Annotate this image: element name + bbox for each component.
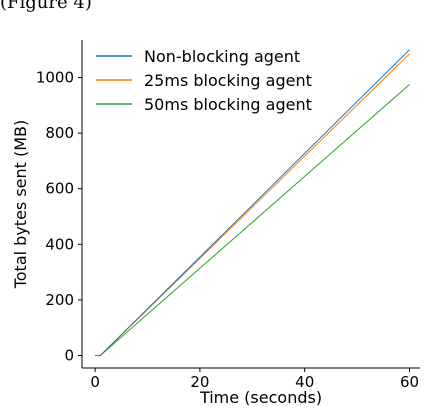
legend-label: 25ms blocking agent: [144, 71, 312, 90]
y-axis: 0 200 400 600 800 1000: [36, 40, 83, 368]
series-group: [95, 49, 410, 356]
x-tick-label: 40: [295, 373, 314, 391]
top-caption: (Figure 4): [0, 0, 92, 13]
y-tick-label: 800: [45, 124, 74, 142]
y-tick-label: 200: [45, 291, 74, 309]
x-axis: 0 20 40 60: [82, 367, 420, 391]
y-tick-label: 0: [64, 346, 74, 364]
y-tick-label: 600: [45, 180, 74, 198]
series-line: [95, 49, 410, 356]
x-tick-label: 0: [90, 373, 100, 391]
x-tick-label: 20: [190, 373, 209, 391]
x-tick-label: 60: [400, 373, 419, 391]
legend: Non-blocking agent 25ms blocking agent 50m…: [96, 47, 312, 114]
y-axis-title: Total bytes sent (MB): [11, 120, 30, 290]
legend-label: 50ms blocking agent: [144, 95, 312, 114]
x-axis-title: Time (seconds): [199, 388, 322, 407]
y-tick-label: 1000: [36, 69, 74, 87]
legend-label: Non-blocking agent: [144, 47, 300, 66]
y-tick-label: 400: [45, 235, 74, 253]
